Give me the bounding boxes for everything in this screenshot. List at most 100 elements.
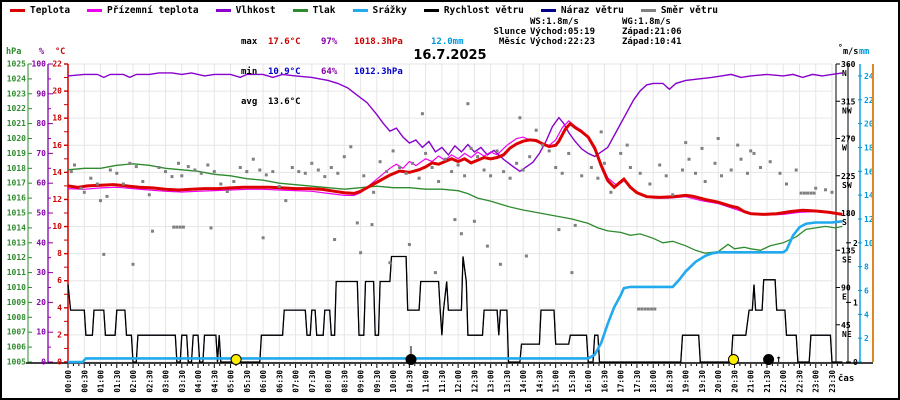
svg-text:1025: 1025 [7, 60, 26, 69]
svg-text:02:00: 02:00 [129, 370, 138, 393]
min-pressure: 1012.3hPa [354, 67, 403, 77]
svg-text:14: 14 [52, 168, 62, 177]
srazky-color-swatch [352, 9, 368, 12]
svg-text:12:30: 12:30 [470, 370, 479, 393]
svg-text:10: 10 [36, 328, 46, 337]
svg-text:10: 10 [864, 239, 874, 248]
svg-text:NW: NW [842, 106, 852, 115]
legend-label: Srážky [372, 5, 407, 16]
vlhkost-color-swatch [215, 9, 231, 12]
svg-text:06:00: 06:00 [259, 370, 268, 393]
svg-text:20: 20 [52, 87, 62, 96]
moonset-time: Západ:10:41 [622, 37, 682, 47]
svg-text:22:30: 22:30 [795, 370, 804, 393]
svg-text:09:00: 09:00 [357, 370, 366, 393]
svg-text:°C: °C [55, 47, 65, 57]
legend-label: Tlak [312, 5, 336, 16]
svg-text:22: 22 [52, 60, 62, 69]
svg-text:19:30: 19:30 [698, 370, 707, 393]
svg-text:23:30: 23:30 [828, 370, 837, 393]
svg-text:22: 22 [864, 96, 874, 105]
svg-text:1022: 1022 [7, 104, 26, 113]
svg-text:00:30: 00:30 [80, 370, 89, 393]
svg-text:70: 70 [36, 149, 46, 158]
sunrise-time: Východ:05:19 [530, 27, 596, 37]
svg-text:1018: 1018 [7, 164, 26, 173]
legend-item-rychlost-vetru: Rychlost větru [423, 5, 524, 16]
svg-text:0: 0 [41, 358, 46, 367]
svg-text:02:30: 02:30 [145, 370, 154, 393]
svg-text:17:00: 17:00 [617, 370, 626, 393]
svg-text:16:30: 16:30 [600, 370, 609, 393]
prizemni-color-swatch [87, 9, 103, 12]
wind-gust-stat: WG:1.8m/s [622, 17, 671, 27]
svg-text:6: 6 [864, 286, 869, 295]
legend-item-naraz-vetru: Náraz větru [540, 5, 624, 16]
svg-text:20: 20 [36, 298, 46, 307]
svg-text:100: 100 [32, 60, 47, 69]
legend-label: Vlhkost [235, 5, 276, 16]
svg-text:12:00: 12:00 [454, 370, 463, 393]
min-label: min [241, 67, 258, 77]
svg-text:50: 50 [36, 209, 46, 218]
svg-text:14:00: 14:00 [519, 370, 528, 393]
svg-text:10:30: 10:30 [405, 370, 414, 393]
sun-label: Slunce [493, 27, 526, 37]
svg-text:1023: 1023 [7, 89, 26, 98]
max-temp: 17.6°C [268, 37, 301, 47]
svg-text:13:30: 13:30 [503, 370, 512, 393]
svg-text:03:00: 03:00 [162, 370, 171, 393]
svg-text:01:00: 01:00 [97, 370, 106, 393]
moonrise-time: Východ:22:23 [530, 37, 596, 47]
svg-text:24: 24 [864, 72, 874, 81]
svg-text:1006: 1006 [7, 343, 26, 352]
svg-text:°: ° [838, 43, 843, 52]
svg-text:%: % [39, 47, 45, 57]
stats-max-row: max 17.6°C 97% 1018.3hPa 12.0mm [241, 37, 464, 47]
svg-text:18:00: 18:00 [649, 370, 658, 393]
svg-text:0: 0 [853, 358, 858, 367]
svg-text:09:30: 09:30 [373, 370, 382, 393]
svg-text:00:00: 00:00 [64, 370, 73, 393]
svg-text:20: 20 [864, 120, 874, 129]
svg-text:90: 90 [841, 284, 851, 293]
svg-text:16: 16 [52, 141, 62, 150]
svg-text:07:00: 07:00 [292, 370, 301, 393]
legend-label: Náraz větru [560, 5, 624, 16]
legend-label: Rychlost větru [443, 5, 524, 16]
svg-text:čas: čas [838, 373, 854, 384]
chart-date-title: 16.7.2025 [413, 48, 487, 63]
svg-text:08:00: 08:00 [324, 370, 333, 393]
legend-item-smer-vetru: Směr větru [640, 5, 718, 16]
legend-item-tlak: Tlak [292, 5, 336, 16]
svg-text:2: 2 [57, 330, 62, 339]
svg-text:E: E [842, 293, 847, 302]
svg-text:1017: 1017 [7, 179, 26, 188]
svg-text:19:00: 19:00 [682, 370, 691, 393]
svg-text:90: 90 [36, 89, 46, 98]
legend-item-teplota: Teplota [10, 5, 70, 16]
svg-text:03:30: 03:30 [178, 370, 187, 393]
svg-text:mm: mm [859, 47, 869, 57]
svg-text:04:30: 04:30 [210, 370, 219, 393]
svg-text:20:00: 20:00 [714, 370, 723, 393]
min-humidity: 64% [321, 67, 338, 77]
svg-text:12: 12 [864, 215, 874, 224]
svg-text:14: 14 [864, 191, 874, 200]
max-humidity: 97% [321, 37, 338, 47]
svg-text:15:00: 15:00 [552, 370, 561, 393]
stats-avg-row: avg 13.6°C [241, 97, 464, 107]
svg-text:08:30: 08:30 [340, 370, 349, 393]
svg-text:4: 4 [864, 310, 869, 319]
rychlost-color-swatch [423, 9, 439, 12]
teplota-color-swatch [10, 9, 25, 12]
legend-item-prizemni-teplota: Přízemní teplota [87, 5, 199, 16]
svg-text:hPa: hPa [6, 47, 21, 57]
legend-item-vlhkost: Vlhkost [215, 5, 276, 16]
legend-label: Přízemní teplota [107, 5, 199, 16]
svg-text:↑: ↑ [776, 354, 782, 365]
svg-text:18: 18 [864, 143, 874, 152]
svg-text:1007: 1007 [7, 328, 26, 337]
svg-text:6: 6 [57, 276, 62, 285]
